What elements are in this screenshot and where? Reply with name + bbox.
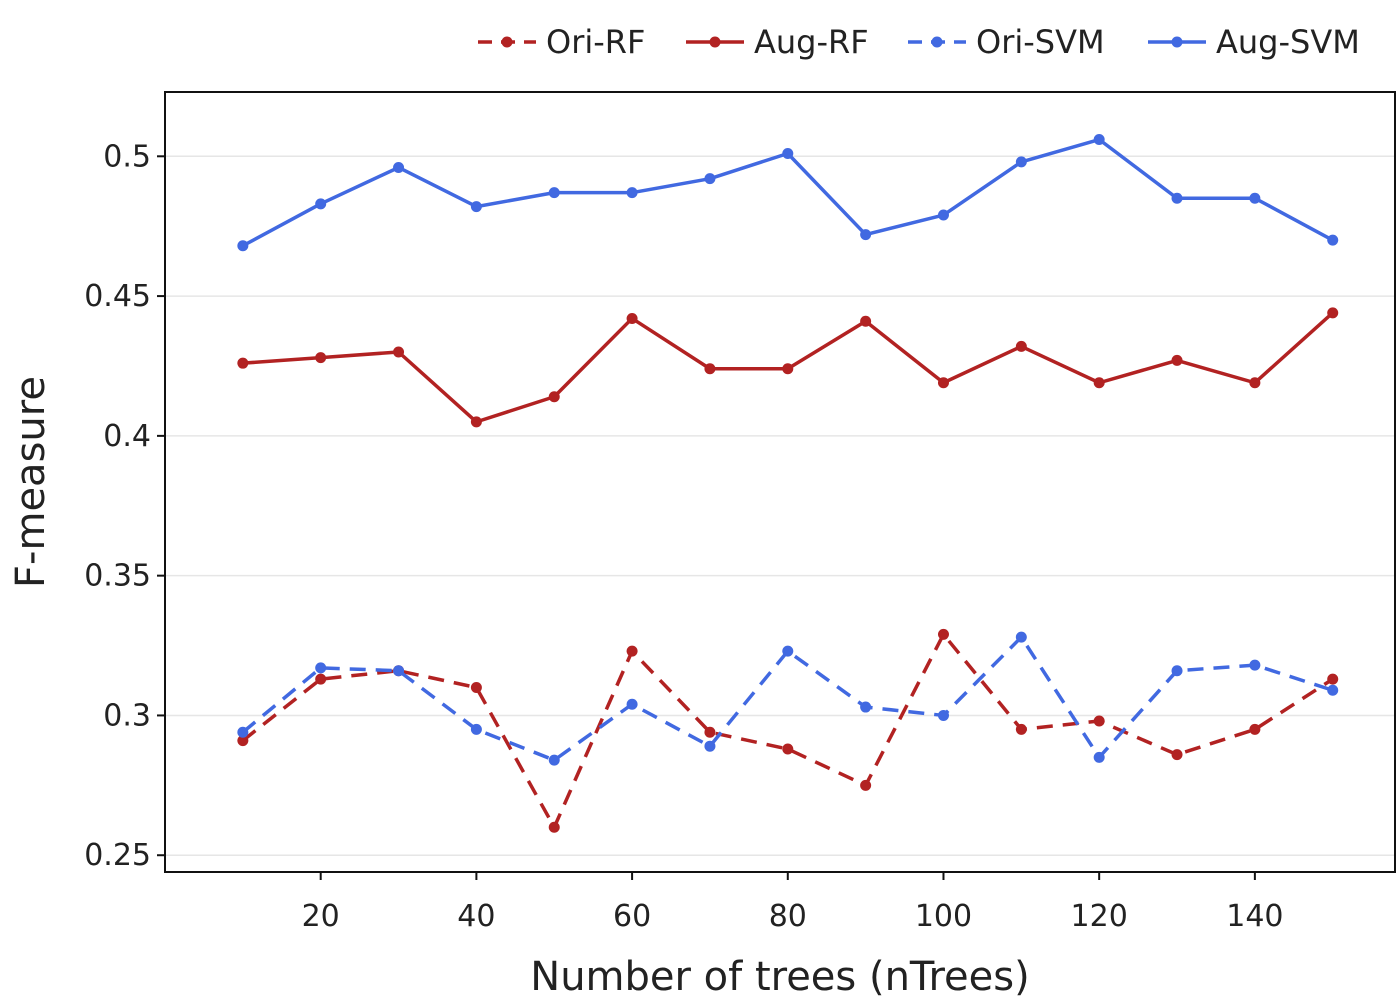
data-point-aug-rf [1093,377,1105,389]
x-tick-label: 20 [302,899,340,934]
data-point-ori-rf [626,645,638,657]
data-point-aug-svm [782,148,794,160]
x-tick-label: 120 [1071,899,1128,934]
data-point-aug-svm [1093,134,1105,146]
legend-label-aug-rf: Aug-RF [754,23,869,61]
series-ori-svm [237,631,1339,766]
legend-item-aug-svm: Aug-SVM [1148,23,1360,61]
legend-label-aug-svm: Aug-SVM [1216,23,1360,61]
x-tick-label: 100 [915,899,972,934]
data-point-ori-rf [548,821,560,833]
data-point-aug-rf [704,363,716,375]
data-point-ori-svm [1093,751,1105,763]
data-point-aug-rf [1015,340,1027,352]
data-point-ori-rf [1093,715,1105,727]
data-point-ori-svm [470,723,482,735]
plot-frame [164,91,1396,873]
data-point-aug-svm [1249,192,1261,204]
data-point-ori-rf [237,735,249,747]
series-aug-svm [237,134,1339,252]
data-point-aug-rf [860,315,872,327]
legend-item-ori-svm: Ori-SVM [908,23,1105,61]
x-axis-ticks: 20 40 60 80 100 120 140 [302,872,1284,934]
data-point-ori-svm [782,645,794,657]
data-point-ori-svm [237,726,249,738]
data-point-aug-rf [548,391,560,403]
data-point-aug-rf [626,312,638,324]
data-point-aug-rf [937,377,949,389]
data-point-aug-rf [1171,354,1183,366]
y-tick-label: 0.5 [103,139,151,174]
legend-marker-ori-rf [501,36,513,48]
data-point-ori-svm [704,740,716,752]
legend-item-ori-rf: Ori-RF [478,23,645,61]
data-point-aug-rf [782,363,794,375]
data-point-aug-svm [315,198,327,210]
x-tick-label: 80 [769,899,807,934]
data-point-ori-svm [315,662,327,674]
x-tick-label: 140 [1226,899,1283,934]
x-axis-title: Number of trees (nTrees) [530,954,1029,1000]
data-point-ori-rf [470,681,482,693]
data-point-aug-svm [1327,234,1339,246]
data-point-ori-rf [860,779,872,791]
data-point-aug-svm [626,187,638,199]
legend-marker-aug-svm [1171,36,1183,48]
data-point-aug-svm [1015,156,1027,168]
data-point-aug-rf [237,357,249,369]
data-point-aug-rf [1249,377,1261,389]
x-tick-label: 40 [457,899,495,934]
data-point-ori-rf [704,726,716,738]
data-point-ori-svm [1015,631,1027,643]
legend-label-ori-svm: Ori-SVM [976,23,1105,61]
data-point-ori-svm [937,709,949,721]
data-point-ori-svm [1327,684,1339,696]
legend-label-ori-rf: Ori-RF [546,23,645,61]
data-point-ori-svm [393,665,405,677]
x-tick-label: 60 [613,899,651,934]
y-tick-label: 0.4 [103,419,151,454]
data-point-ori-rf [1249,723,1261,735]
y-axis-title: F-measure [8,376,54,588]
series-line-ori-svm [241,635,1334,762]
data-point-aug-svm [548,187,560,199]
series-aug-rf [237,307,1339,428]
grid-lines [165,155,1395,856]
y-tick-label: 0.45 [84,279,151,314]
data-point-aug-svm [937,209,949,221]
data-point-ori-rf [1015,723,1027,735]
data-point-ori-svm [1171,665,1183,677]
data-point-aug-svm [860,229,872,241]
series-ori-rf [237,628,1339,833]
data-point-ori-rf [782,743,794,755]
data-point-ori-rf [1171,749,1183,761]
legend-marker-ori-svm [931,36,943,48]
series-layer [237,134,1339,833]
data-point-ori-svm [548,754,560,766]
data-point-aug-rf [470,416,482,428]
legend: Ori-RF Aug-RF Ori-SVM Aug-SVM [478,23,1360,61]
y-axis-ticks: 0.25 0.3 0.35 0.4 0.45 0.5 [84,139,165,873]
data-point-ori-rf [937,628,949,640]
y-tick-label: 0.35 [84,559,151,594]
data-point-ori-svm [626,698,638,710]
data-point-aug-svm [393,161,405,173]
data-point-aug-svm [1171,192,1183,204]
y-tick-label: 0.25 [84,838,151,873]
y-tick-label: 0.3 [103,698,151,733]
data-point-aug-rf [315,352,327,364]
data-point-aug-svm [470,201,482,213]
data-point-aug-rf [393,346,405,358]
data-point-ori-rf [315,673,327,685]
series-line-ori-rf [241,632,1334,830]
legend-item-aug-rf: Aug-RF [686,23,869,61]
data-point-aug-svm [704,173,716,185]
data-point-aug-rf [1327,307,1339,319]
data-point-ori-svm [1249,659,1261,671]
data-point-ori-svm [860,701,872,713]
data-point-ori-rf [1327,673,1339,685]
legend-marker-aug-rf [709,36,721,48]
data-point-aug-svm [237,240,249,252]
